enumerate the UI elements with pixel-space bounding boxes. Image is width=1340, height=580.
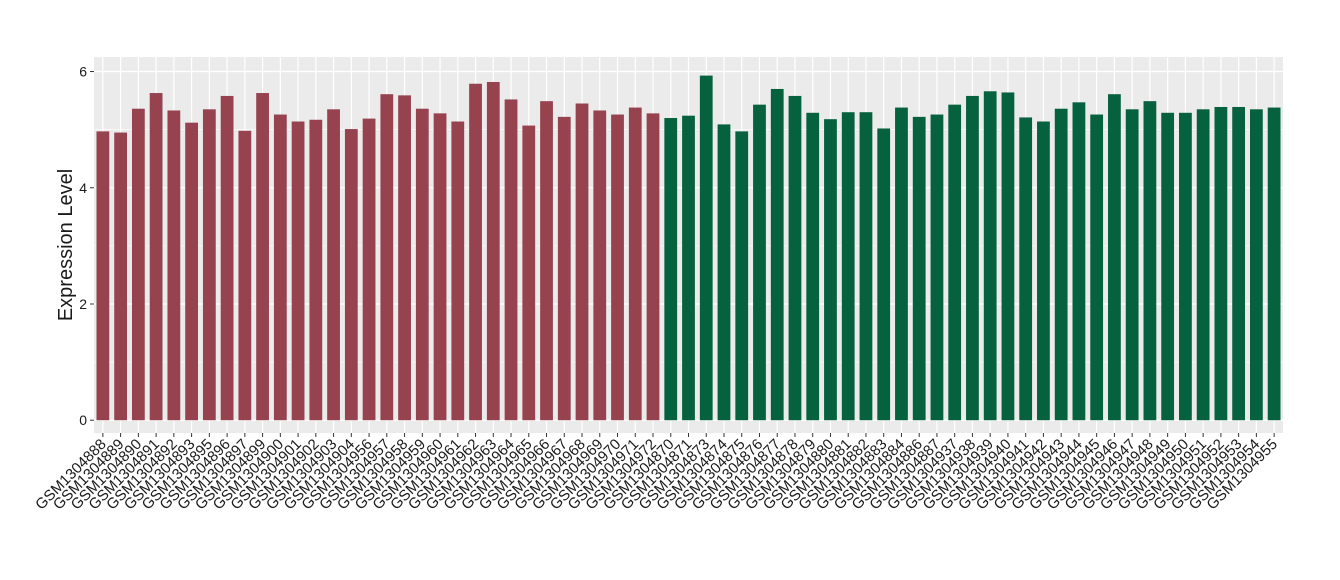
bar [1090,114,1104,421]
bar [1037,121,1050,421]
bar [1232,106,1246,421]
bar [167,110,181,421]
bar [291,121,305,421]
bar [220,95,234,421]
bar [522,125,536,421]
bar [362,118,376,421]
bar [1019,117,1033,421]
bar [611,114,624,421]
bar [557,116,571,421]
bar [486,81,500,421]
bar [131,108,145,421]
bar [966,95,979,421]
bar [788,95,802,421]
bar [664,118,678,421]
bar [575,103,589,421]
bar [380,94,394,421]
bar [753,104,766,421]
bar [1214,106,1228,421]
bar [859,112,873,421]
bar [593,110,607,421]
bar [433,113,447,421]
y-axis: 0 2 4 6 [79,64,94,428]
bar [983,91,997,421]
bar [96,131,110,421]
bar [895,107,908,421]
bar [806,112,820,421]
bars [96,75,1281,421]
bar [912,116,926,421]
y-tick-label: 0 [79,412,87,428]
bar [273,114,287,421]
bar [398,95,411,421]
y-tick-label: 6 [79,64,87,80]
bar [504,99,518,421]
bar [1249,109,1263,421]
bar [1072,102,1086,421]
bar [1179,112,1192,421]
bar [149,93,163,421]
bar [540,101,553,421]
bar [309,119,323,421]
bar [735,131,749,421]
bar [1161,112,1175,421]
bar [327,109,340,421]
bar [1143,101,1157,421]
bar [841,112,855,421]
bar [469,83,482,421]
bar [238,130,252,421]
bar [185,122,198,421]
bar [717,124,731,421]
x-axis: GSM1304888GSM1304889GSM1304890GSM1304891… [32,433,1281,513]
bar [1054,108,1068,421]
bar [256,93,269,421]
bar [646,113,660,421]
bar [114,132,128,421]
bar [699,75,713,421]
bar [628,107,642,421]
bar [1267,107,1281,421]
bar [1108,94,1121,421]
bar [682,115,695,421]
bar [1196,109,1210,421]
bar [415,108,429,421]
y-tick-label: 2 [79,296,87,312]
bar [824,119,837,421]
bar [451,121,465,421]
bar [202,109,216,421]
bar [1125,109,1139,421]
bar [344,129,358,421]
bar [770,88,784,421]
y-tick-label: 4 [79,180,87,196]
bar [1001,92,1015,421]
bar [877,128,891,421]
bar [948,104,962,421]
y-axis-title: Expression Level [55,169,77,321]
bar [930,114,944,421]
